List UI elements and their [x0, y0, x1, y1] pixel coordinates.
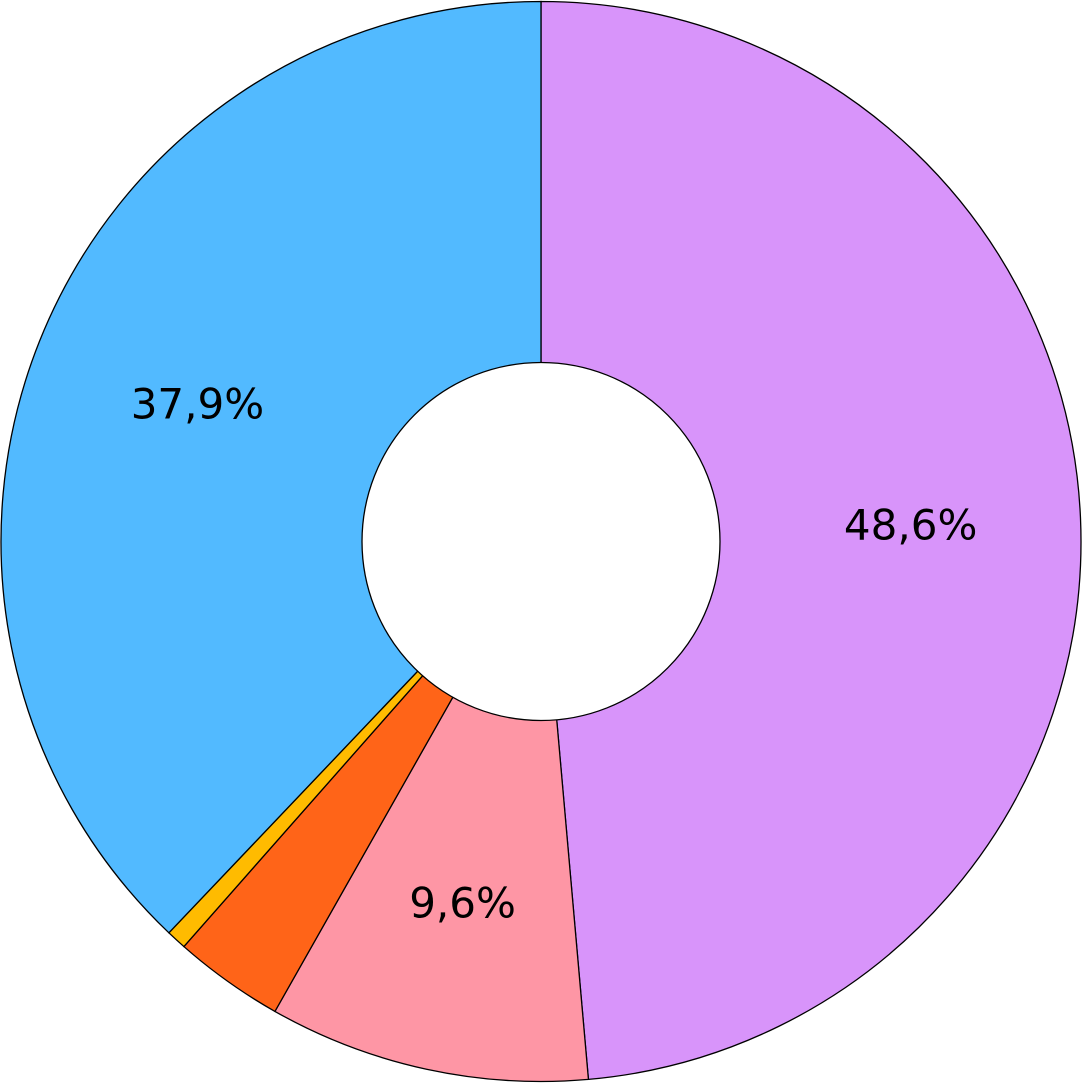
slice-label-4: 37,9% — [131, 380, 264, 429]
donut-hole — [361, 361, 721, 722]
slice-label-1: 9,6% — [409, 879, 516, 928]
donut-slice-0 — [540, 0, 1082, 1081]
labels-layer: 48,6% 9,6% 37,9% — [131, 380, 978, 928]
donut-slice-4 — [0, 0, 542, 934]
slice-label-0: 48,6% — [844, 501, 977, 550]
